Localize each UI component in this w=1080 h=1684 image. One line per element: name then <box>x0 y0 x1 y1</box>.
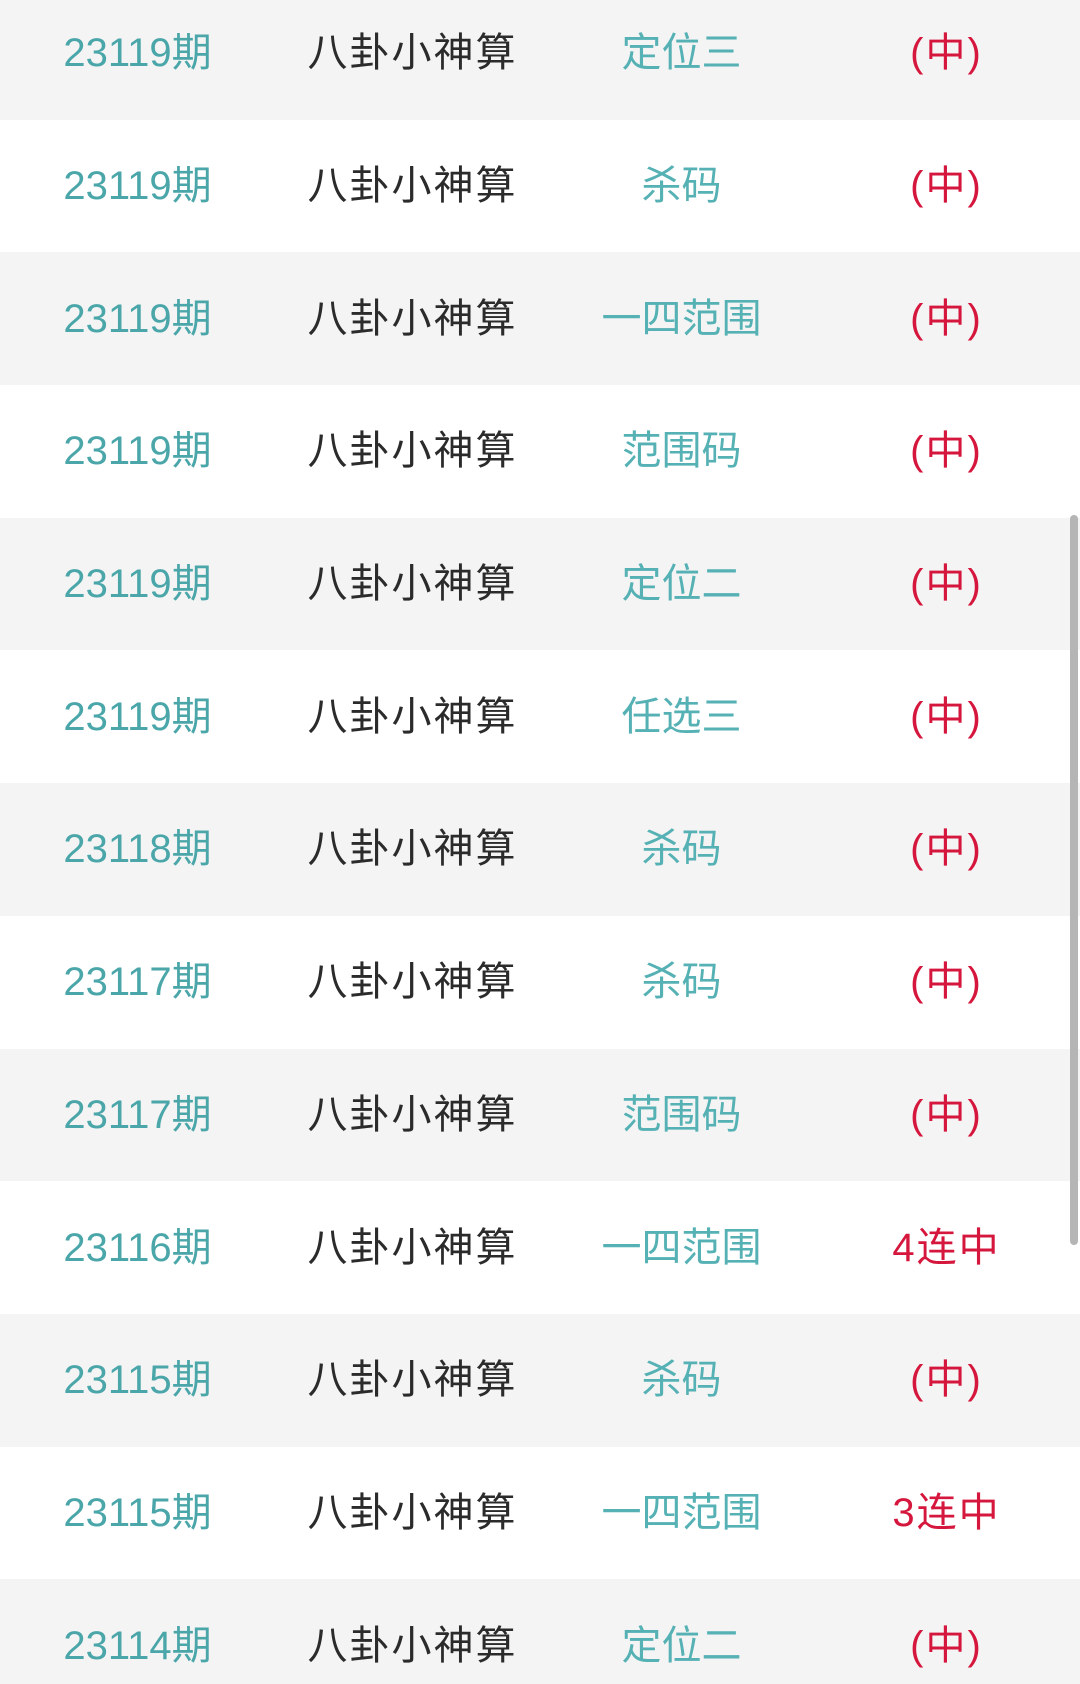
play-type-label: 一四范围 <box>601 1490 762 1535</box>
scrollbar-thumb[interactable] <box>1070 515 1078 1245</box>
result-badge: 3连中 <box>892 1490 1001 1535</box>
table-row[interactable]: 23115期 八卦小神算 杀码 (中) <box>0 1313 1080 1447</box>
table-row[interactable]: 23119期 八卦小神算 定位二 (中) <box>0 517 1080 651</box>
play-type-label: 杀码 <box>641 827 722 872</box>
play-type-label: 杀码 <box>641 960 722 1005</box>
period-label: 23119期 <box>63 694 212 739</box>
expert-name-label: 八卦小神算 <box>307 296 518 341</box>
period-label: 23115期 <box>63 1358 212 1403</box>
result-badge: 4连中 <box>892 1225 1001 1270</box>
period-label: 23116期 <box>63 1225 212 1270</box>
expert-name-label: 八卦小神算 <box>307 1358 518 1403</box>
period-label: 23119期 <box>63 429 212 474</box>
expert-name-label: 八卦小神算 <box>307 1225 518 1270</box>
result-badge: (中) <box>910 562 983 607</box>
play-type-label: 范围码 <box>621 429 742 474</box>
period-label: 23119期 <box>63 562 212 607</box>
expert-name-label: 八卦小神算 <box>307 562 518 607</box>
result-badge: (中) <box>910 694 983 739</box>
table-row[interactable]: 23119期 八卦小神算 定位三 (中) <box>0 0 1080 120</box>
period-label: 23117期 <box>63 960 212 1005</box>
result-badge: (中) <box>910 429 983 474</box>
table-row[interactable]: 23115期 八卦小神算 一四范围 3连中 <box>0 1446 1080 1580</box>
play-type-label: 定位三 <box>621 31 742 76</box>
table-row[interactable]: 23119期 八卦小神算 任选三 (中) <box>0 650 1080 784</box>
play-type-label: 定位二 <box>621 1623 742 1668</box>
play-type-label: 一四范围 <box>601 1225 762 1270</box>
table-row[interactable]: 23114期 八卦小神算 定位二 (中) <box>0 1579 1080 1684</box>
period-label: 23118期 <box>63 827 212 872</box>
play-type-label: 定位二 <box>621 562 742 607</box>
play-type-label: 一四范围 <box>601 296 762 341</box>
play-type-label: 任选三 <box>621 694 742 739</box>
expert-name-label: 八卦小神算 <box>307 960 518 1005</box>
expert-name-label: 八卦小神算 <box>307 31 518 76</box>
result-badge: (中) <box>910 960 983 1005</box>
expert-name-label: 八卦小神算 <box>307 1490 518 1535</box>
result-badge: (中) <box>910 164 983 209</box>
expert-name-label: 八卦小神算 <box>307 164 518 209</box>
result-badge: (中) <box>910 827 983 872</box>
expert-name-label: 八卦小神算 <box>307 694 518 739</box>
result-badge: (中) <box>910 296 983 341</box>
period-label: 23119期 <box>63 164 212 209</box>
expert-name-label: 八卦小神算 <box>307 429 518 474</box>
table-row[interactable]: 23116期 八卦小神算 一四范围 4连中 <box>0 1181 1080 1314</box>
table-row[interactable]: 23119期 八卦小神算 杀码 (中) <box>0 119 1080 253</box>
period-label: 23119期 <box>63 296 212 341</box>
period-label: 23115期 <box>63 1490 212 1535</box>
expert-name-label: 八卦小神算 <box>307 1092 518 1137</box>
period-label: 23117期 <box>63 1092 212 1137</box>
result-badge: (中) <box>910 31 983 76</box>
result-badge: (中) <box>910 1092 983 1137</box>
play-type-label: 范围码 <box>621 1092 742 1137</box>
play-type-label: 杀码 <box>641 1358 722 1403</box>
period-label: 23119期 <box>63 31 212 76</box>
table-row[interactable]: 23117期 八卦小神算 范围码 (中) <box>0 1048 1080 1182</box>
result-badge: (中) <box>910 1358 983 1403</box>
table-row[interactable]: 23117期 八卦小神算 杀码 (中) <box>0 915 1080 1049</box>
expert-name-label: 八卦小神算 <box>307 827 518 872</box>
play-type-label: 杀码 <box>641 164 722 209</box>
table-row[interactable]: 23119期 八卦小神算 一四范围 (中) <box>0 252 1080 386</box>
result-badge: (中) <box>910 1623 983 1668</box>
table-row[interactable]: 23118期 八卦小神算 杀码 (中) <box>0 783 1080 916</box>
period-label: 23114期 <box>63 1623 212 1668</box>
expert-name-label: 八卦小神算 <box>307 1623 518 1668</box>
table-row[interactable]: 23119期 八卦小神算 范围码 (中) <box>0 385 1080 518</box>
